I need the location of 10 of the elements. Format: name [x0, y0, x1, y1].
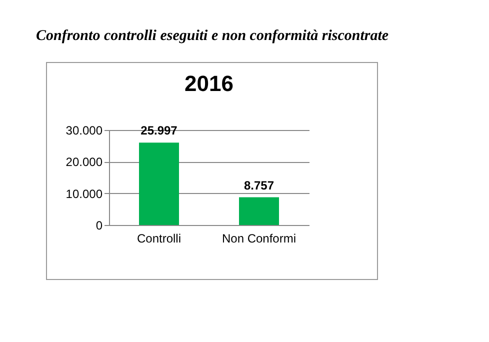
- y-tick-label: 0: [96, 218, 103, 232]
- x-tick-label: Non Conformi: [222, 232, 296, 246]
- x-tick-label: Controlli: [136, 232, 182, 246]
- chart-subtitle: 2016: [184, 71, 234, 96]
- data-label: 8.757: [244, 178, 274, 192]
- y-tick-label: 10.000: [66, 186, 103, 201]
- y-tick-label: 30.000: [66, 124, 103, 138]
- data-label: 25.997: [140, 124, 178, 138]
- chart-title: Confronto controlli eseguiti e non conformità riscontrate: [36, 28, 389, 45]
- y-tick-label: 20.000: [66, 155, 103, 170]
